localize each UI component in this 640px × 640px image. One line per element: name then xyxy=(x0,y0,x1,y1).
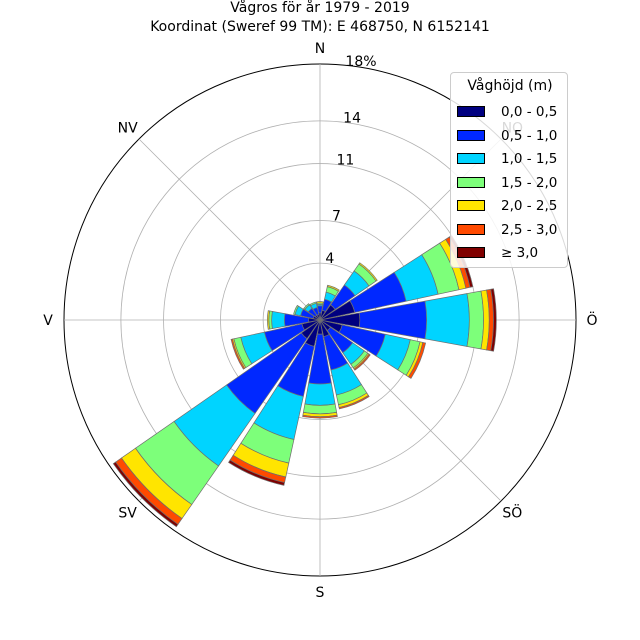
legend-swatch xyxy=(457,176,485,188)
rose-bar-segment xyxy=(304,382,336,406)
rose-bar-segment xyxy=(358,262,378,282)
legend-item: ≥ 3,0 xyxy=(457,245,567,261)
rose-bar-segment xyxy=(309,301,317,307)
legend-label: 2,0 - 2,5 xyxy=(501,198,558,214)
rose-bar-segment xyxy=(316,301,324,304)
chart-title: Vågros för år 1979 - 2019 xyxy=(230,0,410,16)
legend-item: 2,5 - 3,0 xyxy=(457,222,567,238)
rose-bar-segment xyxy=(302,414,338,419)
direction-label: Ö xyxy=(586,311,597,329)
rose-bar-segment xyxy=(353,353,371,371)
legend-swatch xyxy=(457,247,485,258)
legend-item: 1,0 - 1,5 xyxy=(457,151,567,167)
chart-subtitle: Koordinat (Sweref 99 TM): E 468750, N 61… xyxy=(150,19,490,35)
legend-swatch xyxy=(457,223,485,235)
radial-tick-label: 11 xyxy=(336,153,354,169)
legend-label: 0,5 - 1,0 xyxy=(501,127,558,144)
rose-bar-segment xyxy=(490,288,497,352)
legend-swatch xyxy=(457,153,485,164)
rose-bar-segment xyxy=(293,304,299,315)
rose-bar-segment xyxy=(271,311,286,329)
legend-label: ≥ 3,0 xyxy=(501,245,539,261)
legend: Våghöjd (m) 0,0 - 0,5 0,5 - 1,0 1,0 - 1,5 1… xyxy=(450,72,568,268)
rose-bar-segment xyxy=(302,403,338,415)
rose-bar-segment xyxy=(338,394,370,410)
radial-tick-label: 7 xyxy=(332,209,341,225)
direction-label: SV xyxy=(118,505,137,521)
rose-bars xyxy=(112,234,497,528)
rose-bar-segment xyxy=(230,338,246,370)
radial-tick-label: 14 xyxy=(343,110,361,126)
rose-bar-segment xyxy=(228,459,285,486)
legend-item: 0,5 - 1,0 xyxy=(457,128,567,144)
radial-tick-label: 4 xyxy=(325,251,334,267)
direction-label: V xyxy=(43,313,53,329)
rose-bar-segment xyxy=(466,290,484,350)
legend-title: Våghöjd (m) xyxy=(467,78,553,94)
legend-label: 0,0 - 0,5 xyxy=(501,104,558,120)
grid-spoke xyxy=(138,138,321,321)
legend-item: 0,0 - 0,5 xyxy=(457,104,567,120)
legend-label: 1,5 - 2,0 xyxy=(501,174,558,191)
legend-swatch xyxy=(457,129,485,141)
legend-item: 2,0 - 2,5 xyxy=(457,198,567,214)
legend-label: 2,5 - 3,0 xyxy=(501,221,558,238)
direction-label: N xyxy=(315,41,325,57)
legend-item: 1,5 - 2,0 xyxy=(457,175,567,191)
rose-bar-segment xyxy=(267,310,271,330)
direction-label: NV xyxy=(118,121,138,137)
direction-label: SÖ xyxy=(502,503,522,521)
rose-bar-segment xyxy=(326,284,340,292)
legend-swatch xyxy=(457,106,485,117)
legend-label: 1,0 - 1,5 xyxy=(501,151,558,167)
rose-bar-segment xyxy=(112,461,179,528)
rose-bar-segment xyxy=(408,342,427,379)
rose-bar-segment xyxy=(424,293,470,347)
radial-tick-label: 18% xyxy=(345,54,376,70)
legend-swatch xyxy=(457,200,485,211)
direction-label: S xyxy=(316,585,325,601)
rose-bar-segment xyxy=(303,303,310,310)
